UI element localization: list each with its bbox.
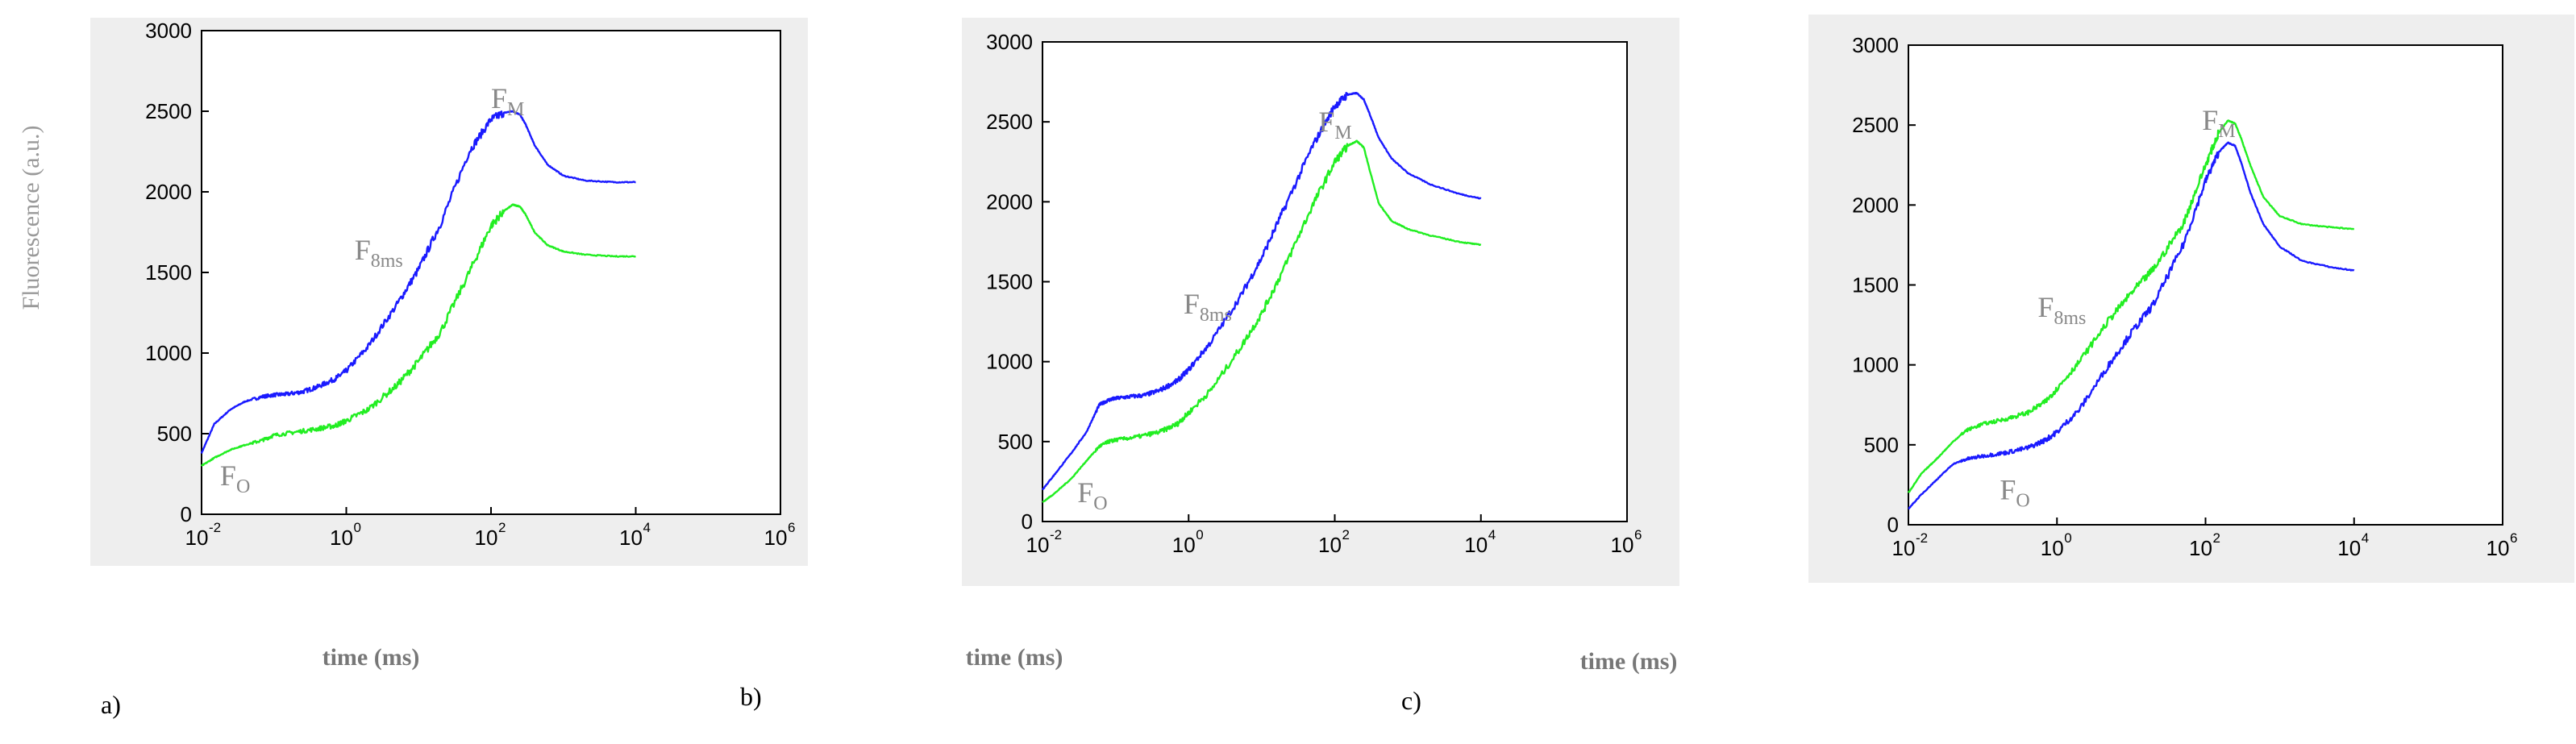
panel-c-xtick-exponent: -2 — [1916, 530, 1928, 546]
panel-c-xtick-exponent: 0 — [2064, 530, 2071, 546]
panel-a-ytick-label: 3000 — [145, 19, 192, 43]
panel-a-ytick-label: 1500 — [145, 260, 192, 285]
panel-a-axes — [201, 30, 781, 515]
panel-b-xtick-exponent: 6 — [1634, 527, 1642, 542]
panel-a-ytick-label: 2000 — [145, 180, 192, 204]
y-axis-label: Fluorescence (a.u.) — [18, 125, 44, 310]
panel-b-ytick-label: 1000 — [986, 350, 1033, 374]
panel-b-annotation-f8ms: F8ms — [1184, 288, 1232, 326]
panel-c-xtick-label: 10 — [2189, 536, 2212, 560]
panel-a-xtick-exponent: 0 — [354, 520, 361, 535]
panel-b-ytick-label: 1500 — [986, 270, 1033, 294]
panel-c-xtick-label: 10 — [1892, 536, 1916, 560]
panel-a-xtick-exponent: -2 — [209, 520, 221, 535]
panel-b-xtick-exponent: 0 — [1196, 527, 1203, 542]
panel-a-series-1-line — [200, 110, 636, 454]
panel-b-ytick-label: 3000 — [986, 30, 1033, 54]
panel-b-x-axis-label: time (ms) — [966, 644, 1063, 671]
panel-b-xtick-label: 10 — [1611, 533, 1634, 557]
panel-c-ytick-label: 2500 — [1852, 113, 1899, 137]
panel-c-annotation-f8ms: F8ms — [2037, 291, 2086, 329]
panel-b-series-2-line — [1042, 139, 1482, 504]
panel-a-xtick-label: 10 — [185, 526, 209, 550]
panel-b-ytick-label: 500 — [998, 430, 1033, 454]
panel-b-label: b) — [740, 682, 762, 711]
panel-b-annotation-fm: FM — [1318, 106, 1351, 143]
panel-a-ytick-label: 0 — [181, 502, 192, 526]
panel-a-xtick-exponent: 6 — [788, 520, 795, 535]
panel-b-xtick-exponent: -2 — [1050, 527, 1062, 542]
panel-c-xtick-exponent: 6 — [2510, 530, 2517, 546]
panel-c-xtick-label: 10 — [2487, 536, 2510, 560]
panel-c-annotation-fo: FO — [2000, 473, 2029, 511]
panel-b-xtick-label: 10 — [1026, 533, 1050, 557]
panel-a-xtick-label: 10 — [330, 526, 353, 550]
panel-b-axes — [1042, 41, 1628, 522]
panel-a-ytick-label: 2500 — [145, 99, 192, 123]
panel-b-xtick-label: 10 — [1318, 533, 1342, 557]
panel-c-xtick-exponent: 2 — [2213, 530, 2220, 546]
panel-c-series-1-line — [1908, 141, 2355, 510]
panel-a-ytick-label: 500 — [157, 422, 192, 446]
panel-b-ytick-label: 0 — [1022, 509, 1033, 534]
panel-b-xtick-label: 10 — [1464, 533, 1488, 557]
panel-a-xtick-exponent: 4 — [643, 520, 651, 535]
panel-a-label: a) — [101, 690, 121, 719]
panel-c-xtick-exponent: 4 — [2362, 530, 2369, 546]
panel-c-x-axis-label: time (ms) — [1580, 648, 1678, 675]
panel-a-xtick-exponent: 2 — [498, 520, 506, 535]
panel-c-xtick-label: 10 — [2041, 536, 2064, 560]
panel-b-xtick-label: 10 — [1172, 533, 1196, 557]
panel-b-xtick-exponent: 2 — [1342, 527, 1350, 542]
panel-a-xtick-label: 10 — [475, 526, 498, 550]
panel-b-ytick-label: 2500 — [986, 110, 1033, 134]
panel-a-annotation-fm: FM — [491, 82, 524, 120]
panel-c-annotation-fm: FM — [2202, 104, 2235, 142]
panel-c-ytick-label: 3000 — [1852, 33, 1899, 57]
panel-a-annotation-f8ms: F8ms — [355, 234, 403, 272]
panel-c-label: c) — [1401, 686, 1421, 715]
panel-c-ytick-label: 2000 — [1852, 193, 1899, 217]
panel-c-series-2-line — [1907, 119, 2355, 493]
panel-b-series-1-line — [1041, 91, 1482, 491]
panel-c-ytick-label: 0 — [1887, 513, 1899, 537]
panel-b-ytick-label: 2000 — [986, 189, 1033, 214]
panel-a-ytick-label: 1000 — [145, 341, 192, 365]
panel-b-annotation-fo: FO — [1077, 476, 1107, 514]
panel-c-ytick-label: 1500 — [1852, 273, 1899, 297]
panel-a-annotation-fo: FO — [220, 459, 250, 497]
panel-c-ytick-label: 500 — [1864, 433, 1899, 457]
panel-b-xtick-exponent: 4 — [1488, 527, 1496, 542]
panel-a-series-2-line — [200, 203, 636, 467]
panel-c-xtick-label: 10 — [2337, 536, 2361, 560]
panel-c-ytick-label: 1000 — [1852, 353, 1899, 377]
panel-a-xtick-label: 10 — [764, 526, 788, 550]
panel-a-x-axis-label: time (ms) — [323, 644, 420, 671]
panel-a-xtick-label: 10 — [619, 526, 643, 550]
